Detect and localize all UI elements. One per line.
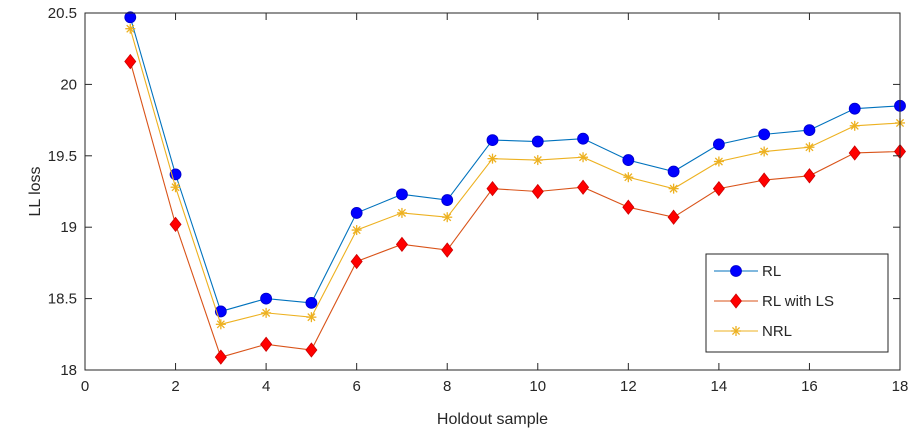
data-point (306, 312, 317, 323)
data-point (169, 216, 182, 232)
x-tick-label: 8 (443, 378, 451, 395)
x-tick-label: 2 (171, 378, 179, 395)
data-point (351, 225, 362, 236)
series-line (129, 17, 901, 313)
series-line (129, 61, 901, 358)
legend-label: RL with LS (762, 293, 834, 310)
data-point (486, 180, 499, 197)
data-point (260, 336, 273, 352)
data-point (578, 152, 589, 163)
data-point (305, 296, 318, 309)
legend-label: NRL (762, 323, 792, 340)
data-point (486, 134, 499, 146)
data-point (531, 135, 544, 148)
data-point (170, 182, 181, 193)
y-tick-label: 19.5 (48, 148, 77, 165)
legend-item: RL (714, 263, 781, 280)
data-point (577, 179, 590, 195)
data-point (577, 132, 589, 145)
data-point (848, 145, 861, 161)
data-point (532, 155, 543, 166)
y-tick-label: 18 (60, 362, 77, 379)
data-point (396, 188, 408, 201)
data-point (712, 138, 725, 151)
series-layer (124, 11, 907, 365)
data-point (305, 342, 318, 358)
legend-item: RL with LS (714, 293, 834, 310)
data-point (623, 172, 634, 183)
data-point (261, 307, 272, 318)
y-tick-label: 19 (60, 219, 77, 236)
data-point (487, 153, 498, 164)
data-point (124, 53, 137, 70)
data-point (667, 165, 680, 178)
y-tick-label: 20 (60, 76, 77, 93)
y-tick-label: 18.5 (48, 291, 77, 308)
data-point (442, 212, 453, 223)
data-point (622, 154, 635, 166)
legend-marker (730, 265, 742, 277)
data-point (125, 23, 136, 34)
series-2 (124, 53, 907, 365)
data-point (350, 207, 363, 219)
data-point (667, 209, 680, 225)
x-axis-label: Holdout sample (437, 411, 548, 428)
series-1 (124, 11, 906, 318)
data-point (441, 242, 454, 258)
y-axis-label: LL loss (27, 166, 44, 216)
data-point (124, 11, 137, 24)
data-point (260, 292, 273, 305)
data-point (215, 319, 226, 330)
x-tick-label: 4 (262, 378, 270, 395)
data-point (803, 124, 816, 136)
y-tick-label: 20.5 (48, 5, 77, 22)
data-point (803, 168, 816, 184)
data-point (350, 253, 363, 270)
data-point (395, 236, 408, 252)
data-point (849, 120, 860, 131)
data-point (848, 102, 861, 115)
legend-marker (731, 326, 741, 336)
x-tick-label: 16 (801, 378, 818, 395)
legend: RL RL with LS NRL (705, 253, 889, 353)
x-tick-label: 14 (711, 378, 728, 395)
legend-label: RL (762, 263, 781, 280)
series-line (129, 28, 901, 325)
data-point (531, 183, 544, 200)
data-point (441, 194, 454, 206)
x-tick-label: 0 (81, 378, 89, 395)
data-point (214, 349, 227, 365)
data-point (758, 128, 771, 141)
data-point (759, 146, 770, 157)
x-tick-label: 18 (892, 378, 909, 395)
data-point (622, 199, 635, 215)
data-point (804, 142, 815, 153)
x-tick-label: 10 (529, 378, 546, 395)
plot-frame (84, 12, 901, 371)
x-tick-label: 12 (620, 378, 637, 395)
data-point (214, 305, 227, 318)
data-point (758, 172, 771, 188)
axis-layer: 0 2 4 6 8 10 12 14 16 18 18 18.5 19 19.5 20 20.5 (48, 5, 909, 395)
data-point (396, 207, 407, 218)
legend-item: NRL (714, 323, 792, 340)
legend-marker (729, 293, 743, 309)
data-point (712, 180, 725, 197)
data-point (668, 183, 679, 194)
data-point (713, 156, 724, 167)
x-tick-label: 6 (352, 378, 360, 395)
